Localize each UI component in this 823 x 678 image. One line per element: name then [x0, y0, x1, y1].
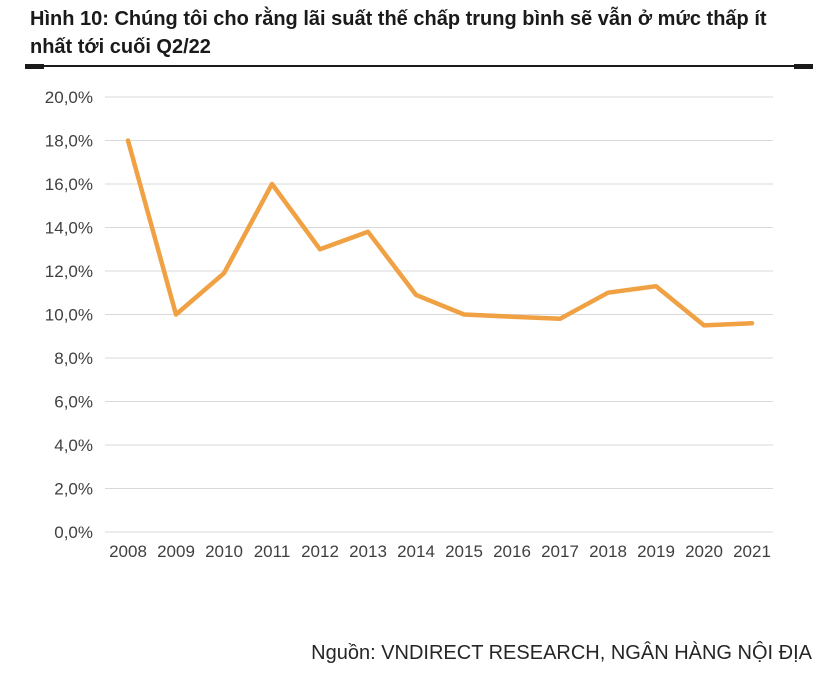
x-tick-label: 2012 [301, 542, 339, 561]
source-note: Nguồn: VNDIRECT RESEARCH, NGÂN HÀNG NỘI … [311, 642, 812, 664]
x-tick-label: 2008 [109, 542, 147, 561]
x-tick-label: 2019 [637, 542, 675, 561]
y-tick-label: 14,0% [45, 219, 93, 238]
rate-line [125, 138, 755, 328]
title-divider [25, 64, 813, 69]
y-tick-label: 10,0% [45, 306, 93, 325]
x-tick-label: 2017 [541, 542, 579, 561]
y-tick-label: 16,0% [45, 175, 93, 194]
x-tick-label: 2016 [493, 542, 531, 561]
x-tick-label: 2010 [205, 542, 243, 561]
x-tick-label: 2009 [157, 542, 195, 561]
divider-cap-left [25, 64, 44, 69]
x-tick-label: 2020 [685, 542, 723, 561]
y-tick-label: 0,0% [54, 523, 93, 542]
x-tick-label: 2021 [733, 542, 771, 561]
x-tick-label: 2014 [397, 542, 435, 561]
x-tick-label: 2013 [349, 542, 387, 561]
y-tick-label: 8,0% [54, 349, 93, 368]
y-tick-label: 2,0% [54, 480, 93, 499]
x-tick-label: 2015 [445, 542, 483, 561]
line-chart-svg: 0,0% 2,0% 4,0% 6,0% 8,0% 10,0% 12,0% 14,0% 16,0%… [45, 88, 773, 561]
figure-title: Hình 10: Chúng tôi cho rằng lãi suất thế… [30, 8, 767, 58]
y-tick-label: 12,0% [45, 262, 93, 281]
y-tick-label: 20,0% [45, 88, 93, 107]
x-tick-label: 2011 [254, 542, 291, 561]
x-tick-label: 2018 [589, 542, 627, 561]
y-tick-label: 18,0% [45, 132, 93, 151]
divider-cap-right [794, 64, 813, 69]
y-tick-label: 4,0% [54, 436, 93, 455]
y-tick-label: 6,0% [54, 393, 93, 412]
mortgage-rate-line-chart: 0,0% 2,0% 4,0% 6,0% 8,0% 10,0% 12,0% 14,0% 16,0%… [0, 80, 823, 580]
